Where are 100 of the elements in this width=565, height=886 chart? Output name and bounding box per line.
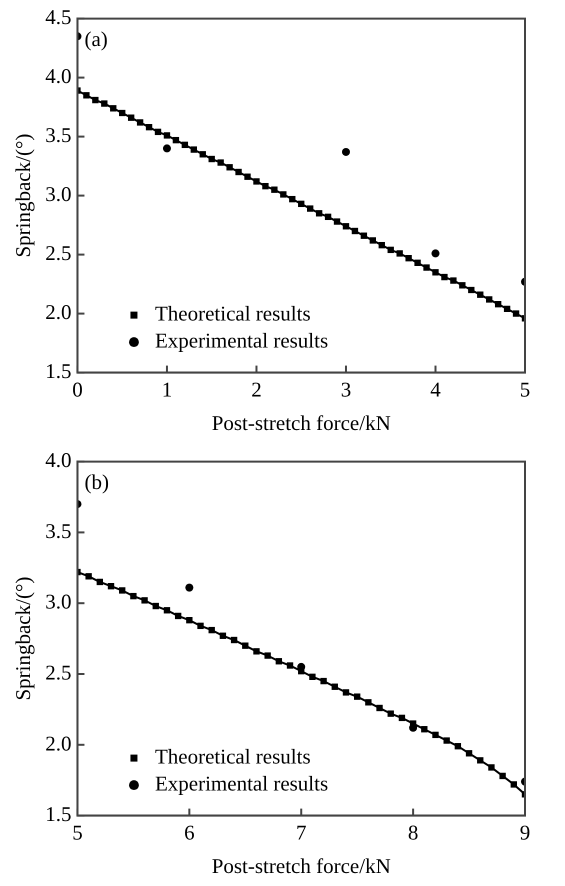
point	[396, 250, 403, 257]
y-tick-label: 2.0	[45, 300, 72, 324]
point	[332, 684, 338, 690]
legend-label: Experimental results	[154, 772, 328, 796]
y-tick-label: 3.5	[45, 123, 72, 148]
point	[309, 674, 316, 680]
point	[92, 96, 99, 104]
point	[220, 632, 226, 639]
point	[510, 781, 517, 788]
point	[164, 607, 170, 614]
legend-label: Theoretical results	[154, 302, 311, 326]
y-tick-label: 2.5	[45, 241, 72, 266]
point	[378, 242, 385, 248]
point	[494, 300, 502, 308]
x-tick-label: 3	[340, 378, 352, 402]
y-tick-label: 2.5	[45, 660, 72, 685]
point	[182, 142, 188, 148]
x-tick-label: 7	[296, 820, 306, 845]
annotation: (b)	[84, 470, 109, 494]
point	[316, 210, 322, 216]
point	[235, 168, 242, 176]
point	[370, 237, 376, 244]
point	[342, 148, 350, 156]
point	[320, 678, 327, 684]
x-axis-title: Post-stretch force/kN	[212, 854, 391, 878]
y-tick-label: 3.0	[45, 590, 72, 614]
point	[504, 306, 510, 312]
point	[162, 144, 171, 152]
point	[141, 597, 148, 604]
point	[110, 105, 116, 112]
point	[226, 164, 233, 170]
y-axis-title: Springback/(°)	[11, 576, 36, 701]
point	[146, 124, 152, 130]
x-tick-label: 0	[72, 378, 83, 402]
point	[306, 205, 314, 212]
legend-label: Experimental results	[154, 328, 328, 353]
x-tick-label: 6	[184, 820, 195, 845]
point	[352, 228, 358, 234]
point	[164, 132, 170, 139]
point	[432, 269, 439, 276]
point	[388, 710, 394, 717]
point	[405, 254, 412, 262]
point	[432, 732, 439, 738]
y-tick-label: 4.5	[45, 5, 72, 30]
x-tick-label: 9	[520, 820, 530, 845]
x-tick-label: 2	[251, 378, 262, 402]
point	[486, 296, 492, 303]
point	[108, 583, 114, 590]
legend-label: Theoretical results	[154, 744, 311, 769]
y-tick-label: 3.0	[45, 182, 72, 206]
annotation: (a)	[84, 27, 108, 52]
x-tick-label: 8	[408, 820, 418, 845]
point	[200, 151, 206, 158]
point	[262, 182, 269, 190]
point	[253, 648, 260, 655]
point	[101, 100, 108, 107]
point	[298, 200, 304, 208]
point	[208, 156, 215, 162]
point	[388, 246, 394, 254]
point	[271, 186, 278, 193]
point	[276, 658, 282, 664]
point	[119, 110, 126, 116]
point	[398, 714, 406, 722]
x-tick-label: 1	[162, 378, 172, 402]
point	[414, 260, 421, 266]
point	[217, 159, 224, 166]
point	[128, 114, 134, 121]
point	[450, 277, 457, 284]
point	[119, 587, 126, 594]
point	[197, 622, 204, 630]
point	[410, 720, 416, 727]
point	[83, 92, 90, 98]
point	[360, 232, 368, 239]
point	[242, 642, 248, 649]
point	[459, 282, 466, 288]
point	[342, 223, 350, 230]
y-axis-title: Springback/(°)	[11, 134, 36, 258]
point	[365, 699, 372, 706]
x-tick-label: 5	[72, 820, 83, 845]
point	[230, 636, 238, 644]
point	[174, 612, 182, 620]
point	[280, 191, 287, 198]
point	[512, 310, 520, 317]
point	[468, 286, 474, 294]
point	[499, 772, 506, 780]
point	[85, 573, 92, 580]
point	[186, 617, 193, 624]
point	[264, 652, 271, 659]
point	[190, 146, 197, 153]
x-axis-title: Post-stretch force/kN	[212, 410, 391, 435]
point	[477, 292, 484, 298]
point	[421, 726, 428, 732]
y-tick-label: 4.0	[45, 448, 72, 472]
point	[130, 592, 137, 600]
y-tick-label: 1.5	[45, 802, 72, 826]
point	[172, 136, 180, 144]
point	[342, 689, 350, 696]
point	[477, 757, 484, 764]
point	[354, 693, 360, 700]
y-tick-label: 1.5	[45, 359, 72, 384]
